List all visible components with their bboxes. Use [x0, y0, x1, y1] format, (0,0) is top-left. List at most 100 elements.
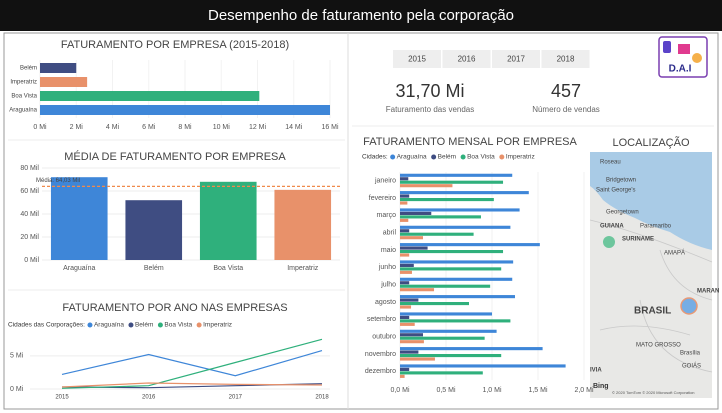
map-label: Bridgetown: [606, 178, 636, 184]
bar: [400, 211, 432, 215]
y-tick-label: Araguaína: [9, 108, 37, 114]
slicer-label[interactable]: 2016: [458, 55, 476, 64]
x-tick-label: 0,5 Mi: [436, 387, 456, 394]
slicer-button[interactable]: [442, 50, 491, 68]
y-tick-label: abril: [383, 230, 397, 237]
map-label: SURINAME: [622, 237, 654, 243]
map-brand: Bing: [593, 383, 609, 390]
x-tick-label: 2016: [142, 395, 156, 401]
legend-marker: [87, 322, 93, 328]
y-tick-label: novembro: [365, 351, 396, 358]
slicer-button[interactable]: [541, 50, 590, 68]
y-tick-label: janeiro: [374, 178, 396, 185]
x-tick-label: Boa Vista: [213, 265, 243, 272]
bar: [400, 250, 504, 254]
bar: [400, 281, 410, 285]
y-tick-label: julho: [380, 282, 396, 289]
slicer-label[interactable]: 2018: [557, 55, 575, 64]
kpi-value: 457: [551, 81, 581, 101]
line-series: [61, 349, 323, 377]
bar: [40, 77, 88, 87]
bar: [400, 333, 423, 337]
bar: [400, 284, 491, 288]
map-title: LOCALIZAÇÃO: [612, 136, 689, 149]
legend-label: Araguaína: [94, 322, 124, 329]
map-bubble: [603, 236, 615, 248]
x-tick-label: 6 Mi: [142, 124, 156, 131]
page-title: Desempenho de faturamento pela corporaçã…: [208, 7, 514, 24]
bar: [400, 215, 481, 219]
bar: [400, 177, 409, 181]
bar: [400, 322, 415, 326]
x-tick-label: 1,5 Mi: [528, 387, 548, 394]
legend-label: Belém: [438, 154, 456, 161]
map: Roseau Bridgetown Saint George's Georget…: [589, 152, 719, 398]
bar: [400, 340, 424, 344]
slicer-button[interactable]: [492, 50, 540, 68]
reference-label: Média: 64,03 Mil: [36, 178, 80, 184]
y-tick-label: março: [377, 212, 397, 219]
logo-text: D.A.I: [669, 64, 692, 75]
legend-title: Cidades:: [362, 154, 388, 161]
bar: [400, 208, 520, 212]
legend-title: Cidades das Corporações:: [8, 322, 85, 329]
map-label: GOIÁS: [682, 363, 701, 370]
x-tick-label: 2015: [55, 395, 69, 401]
x-tick-label: 0 Mi: [33, 124, 47, 131]
bar: [400, 191, 529, 195]
bar: [125, 200, 183, 260]
y-tick-label: agosto: [375, 299, 396, 306]
x-tick-label: 16 Mi: [321, 124, 339, 131]
line-series: [61, 382, 323, 388]
bar: [400, 253, 410, 257]
y-tick-label: dezembro: [365, 368, 396, 375]
bar: [40, 91, 260, 101]
bar: [400, 319, 511, 323]
kpi-label: Faturamento das vendas: [386, 105, 475, 114]
map-label: Paramaribo: [640, 224, 672, 230]
y-tick-label: 40 Mil: [20, 211, 39, 218]
bar: [400, 173, 513, 177]
legend-label: Boa Vista: [467, 154, 495, 161]
bar: [400, 295, 515, 299]
x-tick-label: 14 Mi: [285, 124, 303, 131]
bar: [274, 189, 332, 260]
map-credit: © 2020 TomTom © 2020 Microsoft Corporati…: [612, 390, 695, 395]
bar: [400, 371, 483, 375]
bar: [400, 267, 502, 271]
header-bar: [0, 0, 722, 31]
bar: [400, 201, 408, 205]
bar: [400, 315, 410, 319]
bar: [199, 181, 257, 260]
map-bubble: [680, 297, 698, 315]
x-tick-label: Belém: [144, 265, 164, 272]
x-tick-label: 0,0 Mi: [390, 387, 410, 394]
map-sea: [590, 152, 712, 250]
y-tick-label: setembro: [367, 316, 396, 323]
chart-title: FATURAMENTO POR ANO NAS EMPRESAS: [62, 302, 287, 314]
map-label: Brasília: [680, 351, 701, 357]
slicer-button[interactable]: [393, 50, 441, 68]
bar: [400, 198, 494, 202]
bar: [40, 105, 330, 115]
y-tick-label: Imperatriz: [10, 80, 37, 86]
y-tick-label: Belém: [20, 66, 37, 72]
line-series: [61, 338, 323, 389]
kpi-label: Número de vendas: [532, 105, 600, 114]
bar: [400, 357, 435, 361]
x-tick-label: 1,0 Mi: [482, 387, 502, 394]
x-tick-label: 2018: [315, 395, 329, 401]
legend-marker: [460, 154, 466, 160]
slicer-label[interactable]: 2015: [408, 55, 426, 64]
bar: [400, 184, 453, 188]
bar: [40, 63, 77, 73]
bar: [400, 336, 485, 340]
bar: [400, 288, 435, 292]
legend-label: Boa Vista: [164, 322, 192, 329]
y-tick-label: outubro: [372, 334, 396, 341]
bar: [400, 263, 414, 267]
x-tick-label: 4 Mi: [106, 124, 120, 131]
logo-icon: [663, 41, 671, 53]
legend-marker: [196, 322, 202, 328]
slicer-label[interactable]: 2017: [507, 55, 525, 64]
